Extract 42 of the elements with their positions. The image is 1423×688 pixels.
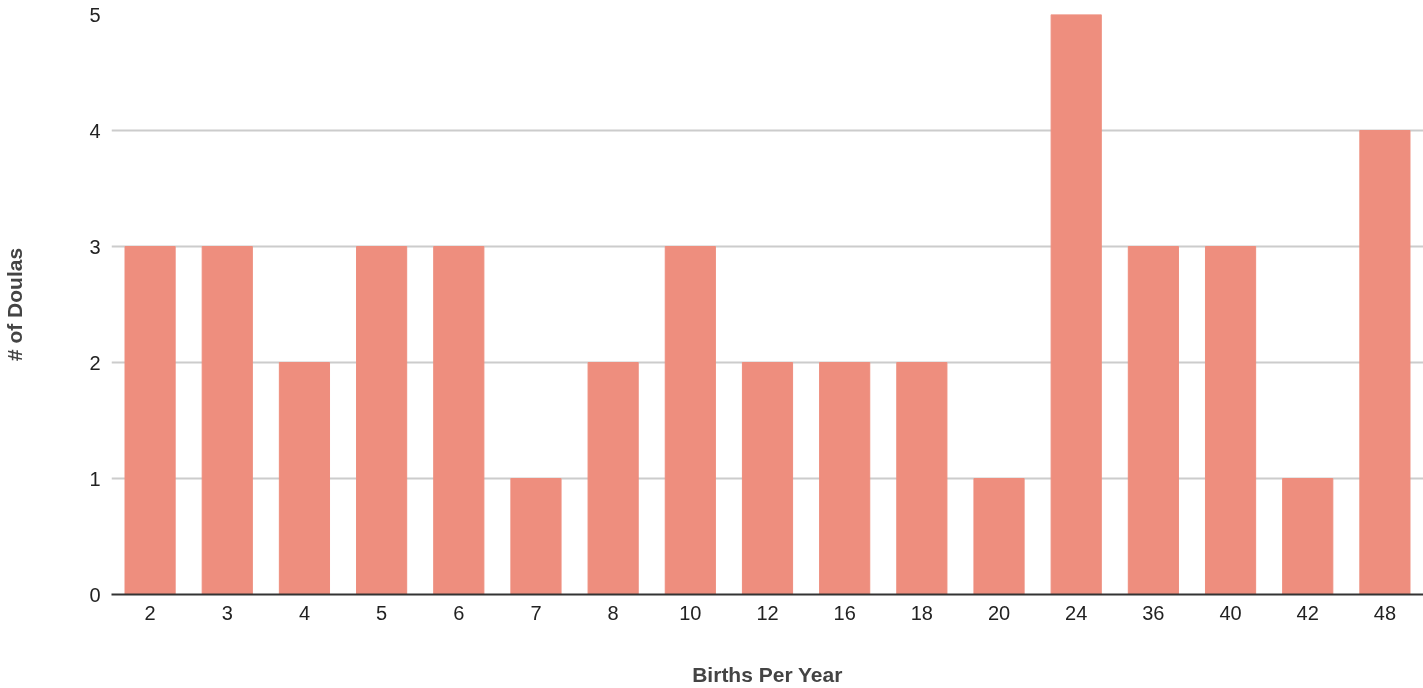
bar <box>356 246 408 595</box>
y-tick-label: 0 <box>89 583 101 606</box>
x-axis-title: Births Per Year <box>692 662 843 686</box>
x-tick-label: 12 <box>756 601 779 624</box>
x-tick-label: 10 <box>679 601 702 624</box>
bar <box>201 246 253 595</box>
x-tick-label: 3 <box>221 601 233 624</box>
y-tick-label: 4 <box>89 119 101 142</box>
x-tick-label: 40 <box>1219 601 1242 624</box>
x-tick-label: 4 <box>298 601 310 624</box>
bar <box>1359 130 1411 595</box>
bar <box>819 362 871 595</box>
x-tick-label: 8 <box>607 601 619 624</box>
x-tick-label: 18 <box>910 601 933 624</box>
x-tick-label: 42 <box>1296 601 1319 624</box>
bar <box>278 362 331 595</box>
x-tick-label: 6 <box>453 601 465 624</box>
y-tick-label: 2 <box>89 351 101 374</box>
x-tick-label: 7 <box>530 601 542 624</box>
y-tick-label: 3 <box>89 235 101 258</box>
bar <box>973 478 1025 595</box>
y-tick-label: 1 <box>89 467 101 490</box>
x-tick-label: 48 <box>1373 601 1397 624</box>
bar <box>664 246 716 595</box>
x-tick-label: 24 <box>1065 601 1088 624</box>
bar <box>587 362 639 595</box>
bar <box>433 246 485 595</box>
y-axis-title: # of Doulas <box>3 247 27 362</box>
x-tick-label: 16 <box>833 601 856 624</box>
bar <box>741 362 794 595</box>
x-tick-label: 20 <box>987 601 1011 624</box>
bar <box>1050 14 1102 595</box>
bar <box>510 478 562 595</box>
bar <box>1282 478 1334 595</box>
x-tick-label: 2 <box>144 601 156 624</box>
x-tick-label: 36 <box>1142 601 1165 624</box>
bar <box>1127 246 1179 595</box>
x-tick-label: 5 <box>376 601 388 624</box>
bar <box>896 362 948 595</box>
bar <box>124 246 176 595</box>
bar <box>1204 246 1257 595</box>
y-tick-label: 5 <box>89 3 101 26</box>
